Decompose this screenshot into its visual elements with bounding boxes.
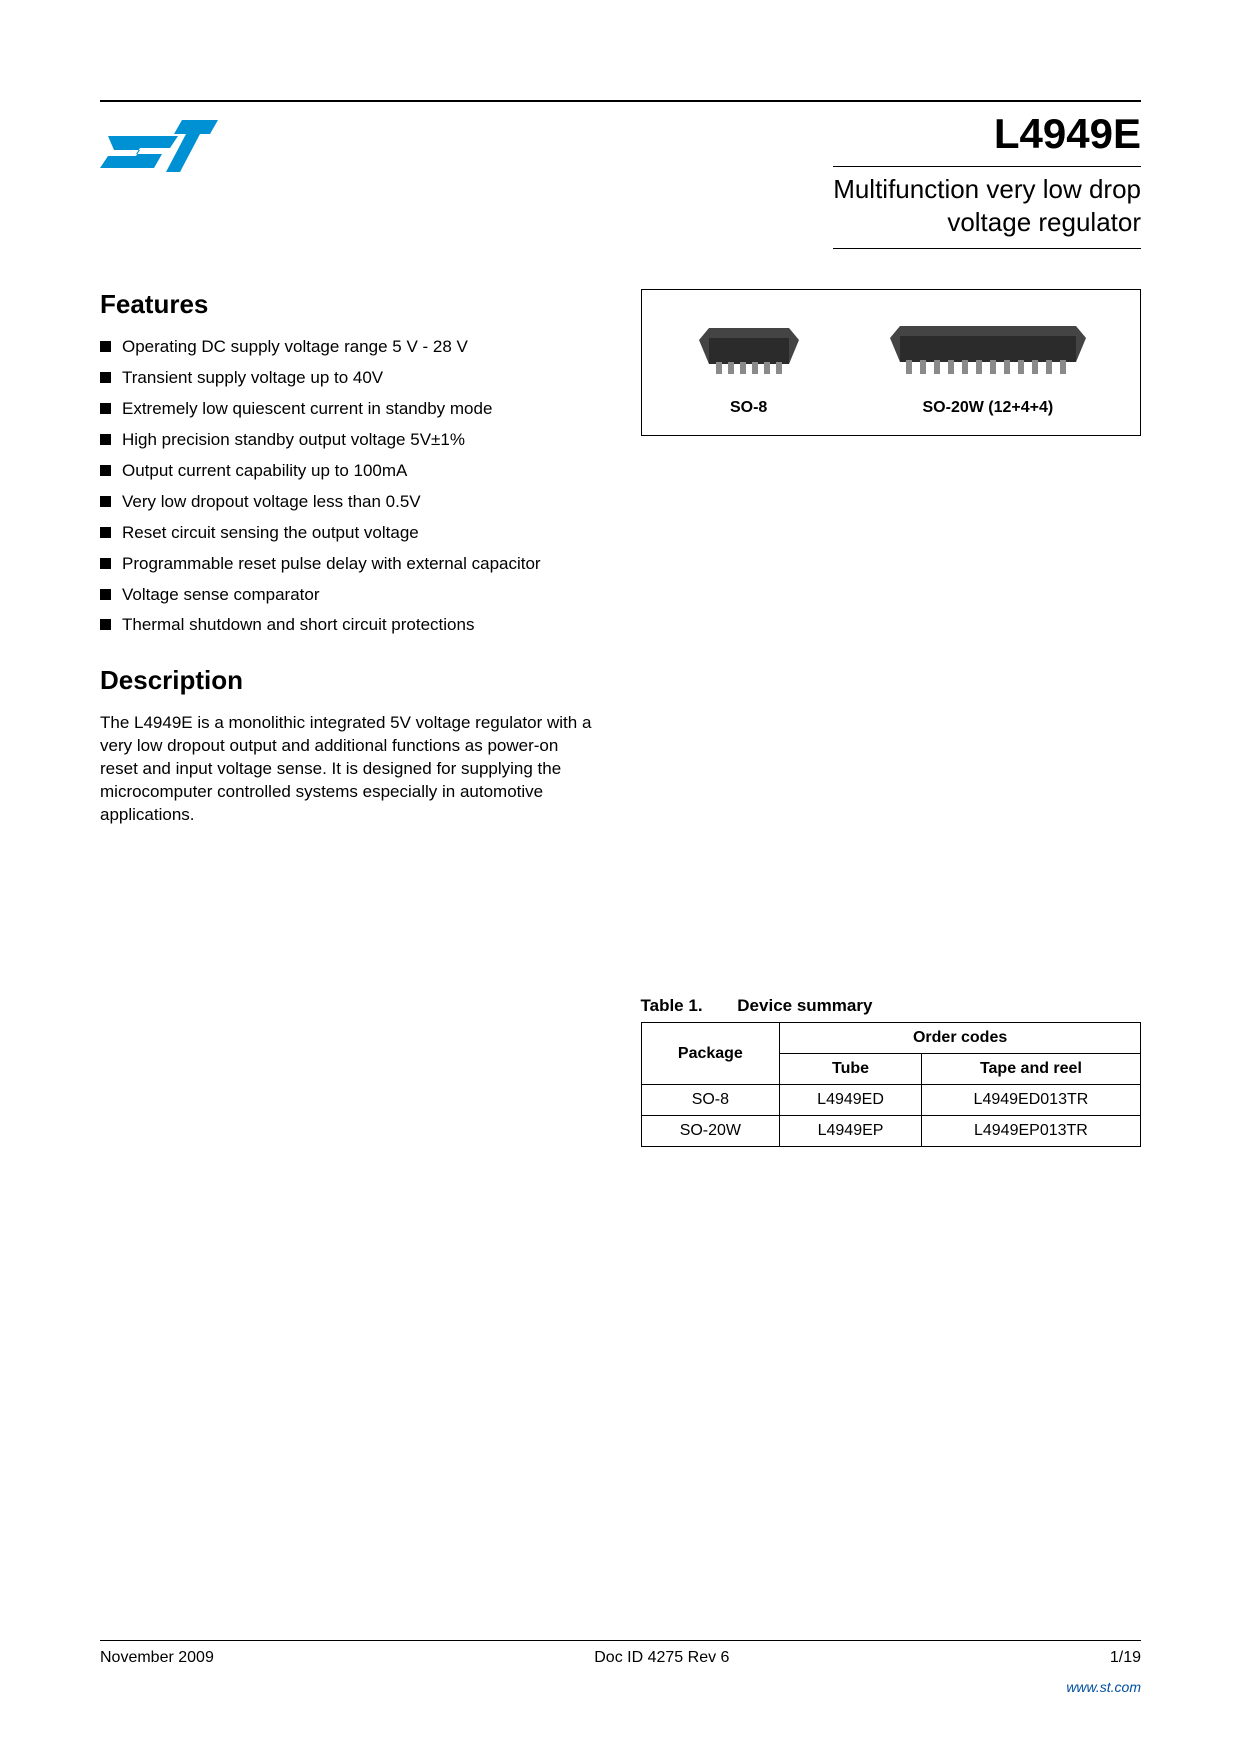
feature-item: Transient supply voltage up to 40V [100, 367, 601, 390]
th-order-codes: Order codes [780, 1023, 1141, 1054]
datasheet-page: L4949E Multifunction very low drop volta… [0, 0, 1241, 1755]
description-text: The L4949E is a monolithic integrated 5V… [100, 712, 601, 827]
th-package: Package [641, 1023, 780, 1085]
footer-rule [100, 1640, 1141, 1641]
footer-docid: Doc ID 4275 Rev 6 [594, 1649, 729, 1667]
cell-tape: L4949EP013TR [921, 1116, 1140, 1147]
footer-url: www.st.com [100, 1679, 1141, 1695]
right-column: SO-8 [641, 289, 1142, 1147]
feature-item: Operating DC supply voltage range 5 V - … [100, 336, 601, 359]
st-logo [100, 110, 220, 191]
footer-row: November 2009 Doc ID 4275 Rev 6 1/19 [100, 1649, 1141, 1667]
package-so20w: SO-20W (12+4+4) [888, 320, 1088, 417]
description-heading: Description [100, 665, 601, 696]
footer-date: November 2009 [100, 1649, 214, 1667]
th-tube: Tube [780, 1054, 922, 1085]
subtitle-line1: Multifunction very low drop [833, 174, 1141, 204]
cell-tape: L4949ED013TR [921, 1085, 1140, 1116]
footer-page: 1/19 [1110, 1649, 1141, 1667]
content-columns: Features Operating DC supply voltage ran… [100, 289, 1141, 1147]
chip-so8-icon [694, 320, 804, 385]
table-title: Device summary [737, 996, 872, 1015]
cell-package: SO-8 [641, 1085, 780, 1116]
feature-item: Output current capability up to 100mA [100, 460, 601, 483]
chip-so20w-icon [888, 320, 1088, 385]
package-so20w-label: SO-20W (12+4+4) [888, 399, 1088, 417]
table-number: Table 1. [641, 996, 703, 1015]
package-box: SO-8 [641, 289, 1142, 436]
package-so8: SO-8 [694, 320, 804, 417]
cell-tube: L4949EP [780, 1116, 922, 1147]
subtitle-line2: voltage regulator [947, 207, 1141, 237]
subtitle: Multifunction very low drop voltage regu… [833, 173, 1141, 238]
table-header-row: Package Order codes [641, 1023, 1141, 1054]
title-rule [833, 166, 1141, 167]
product-title: L4949E [833, 110, 1141, 158]
cell-package: SO-20W [641, 1116, 780, 1147]
feature-item: Thermal shutdown and short circuit prote… [100, 614, 601, 637]
cell-tube: L4949ED [780, 1085, 922, 1116]
table-row: SO-20W L4949EP L4949EP013TR [641, 1116, 1141, 1147]
sub-rule [833, 248, 1141, 249]
feature-item: Voltage sense comparator [100, 584, 601, 607]
feature-item: Extremely low quiescent current in stand… [100, 398, 601, 421]
header-row: L4949E Multifunction very low drop volta… [100, 110, 1141, 249]
left-column: Features Operating DC supply voltage ran… [100, 289, 601, 1147]
table-row: SO-8 L4949ED L4949ED013TR [641, 1085, 1141, 1116]
th-tape: Tape and reel [921, 1054, 1140, 1085]
feature-item: High precision standby output voltage 5V… [100, 429, 601, 452]
package-so8-label: SO-8 [694, 399, 804, 417]
device-summary-table: Package Order codes Tube Tape and reel S… [641, 1022, 1142, 1147]
features-list: Operating DC supply voltage range 5 V - … [100, 336, 601, 637]
feature-item: Programmable reset pulse delay with exte… [100, 553, 601, 576]
page-footer: November 2009 Doc ID 4275 Rev 6 1/19 www… [100, 1640, 1141, 1695]
table-caption: Table 1. Device summary [641, 996, 1142, 1016]
title-area: L4949E Multifunction very low drop volta… [833, 110, 1141, 249]
feature-item: Reset circuit sensing the output voltage [100, 522, 601, 545]
features-heading: Features [100, 289, 601, 320]
device-summary-block: Table 1. Device summary Package Order co… [641, 996, 1142, 1147]
feature-item: Very low dropout voltage less than 0.5V [100, 491, 601, 514]
top-rule [100, 100, 1141, 102]
